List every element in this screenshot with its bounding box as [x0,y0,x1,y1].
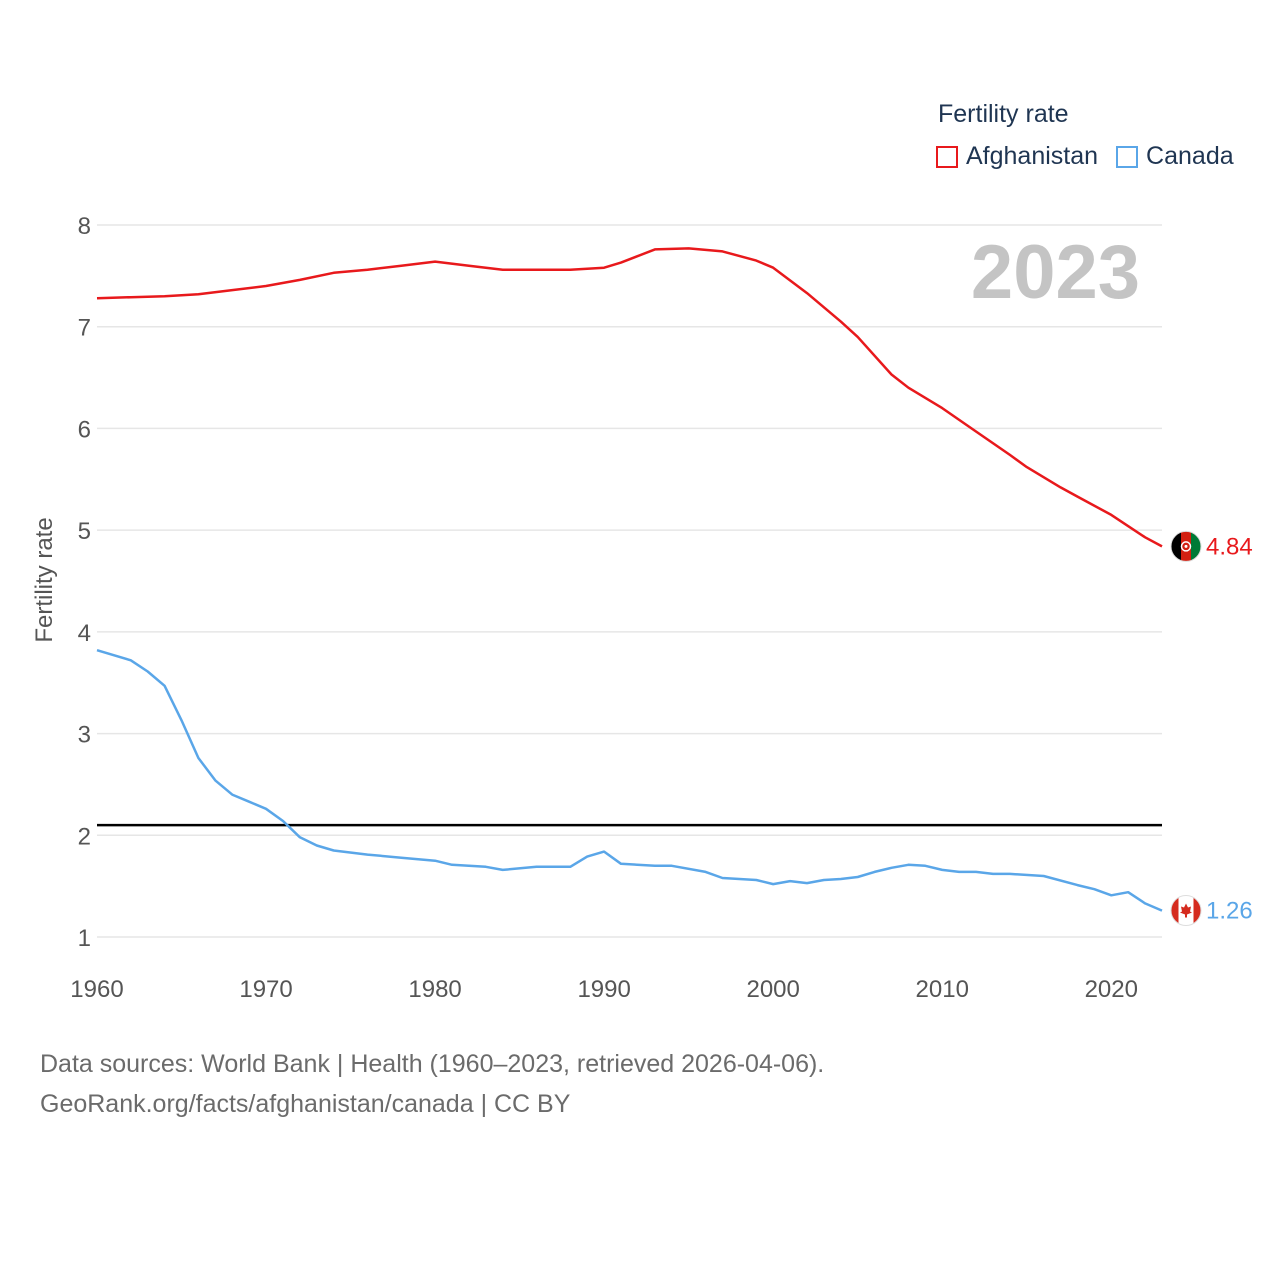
legend-swatch-canada [1116,145,1139,168]
legend-title: Fertility rate [938,100,1069,128]
y-axis-ticks: 1 2 3 4 5 6 7 8 [78,213,91,952]
y-tick-label: 8 [78,213,91,240]
legend-item-canada[interactable]: Canada [1116,142,1234,171]
x-tick-label: 1970 [239,976,292,1003]
legend-label-canada: Canada [1146,142,1234,170]
year-watermark: 2023 [971,230,1140,315]
legend-item-afghanistan[interactable]: Afghanistan [936,142,1098,171]
series-end-markers: 4.84 1.26 [1170,530,1253,927]
x-tick-label: 2000 [746,976,799,1003]
footer-attribution: GeoRank.org/facts/afghanistan/canada | C… [40,1090,571,1118]
x-tick-label: 1980 [408,976,461,1003]
x-tick-label: 2010 [916,976,969,1003]
x-tick-label: 1960 [70,976,123,1003]
x-tick-label: 1990 [577,976,630,1003]
y-tick-label: 2 [78,823,91,850]
y-tick-label: 3 [78,722,91,749]
y-tick-label: 4 [78,620,91,647]
y-tick-label: 7 [78,315,91,342]
end-value-label-afghanistan: 4.84 [1206,533,1253,560]
afghanistan-flag-icon [1171,531,1201,562]
y-tick-label: 5 [78,518,91,545]
x-axis-ticks: 1960 1970 1980 1990 2000 2010 2020 [70,976,1138,1003]
footer-sources: Data sources: World Bank | Health (1960–… [40,1050,825,1078]
y-tick-label: 1 [78,925,91,952]
end-value-label-canada: 1.26 [1206,898,1253,925]
grid-lines [97,224,1162,938]
end-marker-canada: 1.26 [1170,895,1253,927]
end-marker-afghanistan: 4.84 [1170,530,1253,562]
footer: Data sources: World Bank | Health (1960–… [40,1044,824,1124]
series-line-canada [96,649,1163,912]
legend: Afghanistan Canada [936,142,1252,171]
legend-swatch-afghanistan [936,145,958,168]
x-tick-label: 2020 [1085,976,1138,1003]
canada-flag-icon [1171,895,1201,926]
series-lines [96,247,1163,912]
legend-label-afghanistan: Afghanistan [966,142,1099,170]
y-axis-title: Fertility rate [31,517,58,642]
y-tick-label: 6 [78,416,91,443]
series-line-afghanistan [96,247,1163,548]
